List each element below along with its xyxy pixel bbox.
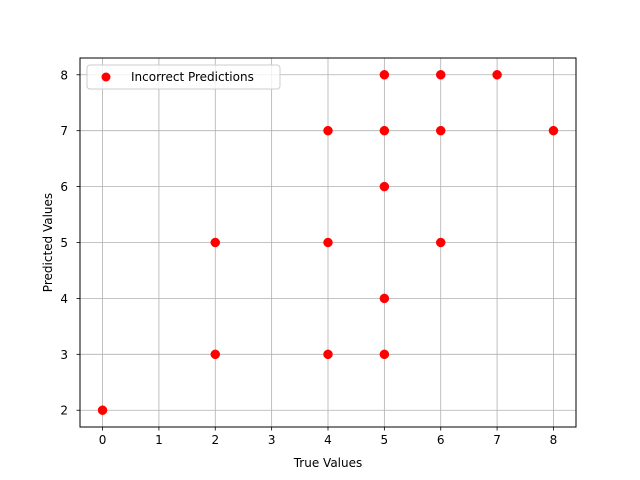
data-point bbox=[323, 237, 333, 248]
y-tick-label: 6 bbox=[60, 180, 68, 194]
data-point bbox=[435, 70, 446, 80]
data-point bbox=[492, 70, 502, 80]
x-tick-label: 3 bbox=[268, 433, 276, 447]
legend-box bbox=[86, 64, 281, 90]
y-tick-label: 5 bbox=[60, 236, 68, 250]
x-tick-label: 5 bbox=[381, 433, 389, 447]
data-point bbox=[435, 237, 446, 248]
data-point bbox=[210, 237, 221, 248]
x-axis-title: True Values bbox=[293, 456, 363, 470]
y-tick-label: 8 bbox=[60, 68, 68, 82]
x-tick-label: 4 bbox=[324, 433, 332, 447]
x-tick-label: 6 bbox=[437, 433, 445, 447]
data-point bbox=[97, 405, 108, 415]
data-point bbox=[379, 349, 390, 360]
x-tick-label: 0 bbox=[99, 433, 107, 447]
y-axis-title: Predicted Values bbox=[41, 193, 55, 292]
y-tick-label: 7 bbox=[60, 124, 68, 138]
data-point bbox=[379, 293, 390, 304]
data-point bbox=[323, 349, 333, 360]
legend-label: Incorrect Predictions bbox=[131, 70, 254, 84]
data-point bbox=[435, 125, 446, 136]
data-point bbox=[379, 181, 390, 192]
data-points bbox=[97, 70, 559, 415]
x-tick-label: 2 bbox=[211, 433, 219, 447]
y-tick-label: 3 bbox=[60, 348, 68, 362]
x-tick-label: 8 bbox=[550, 433, 558, 447]
x-tick-label: 1 bbox=[155, 433, 163, 447]
data-point bbox=[323, 125, 333, 136]
data-point bbox=[379, 125, 390, 136]
y-tick-label: 2 bbox=[60, 404, 68, 418]
data-point bbox=[210, 349, 221, 360]
data-point bbox=[379, 70, 390, 80]
legend: Incorrect Predictions bbox=[86, 64, 281, 90]
data-point bbox=[548, 125, 559, 136]
axis-ticks: 0 1 2 3 4 5 6 7 8 2 3 4 5 6 7 8 bbox=[60, 68, 557, 447]
legend-marker bbox=[101, 72, 111, 82]
x-tick-label: 7 bbox=[493, 433, 501, 447]
y-tick-label: 4 bbox=[60, 292, 68, 306]
